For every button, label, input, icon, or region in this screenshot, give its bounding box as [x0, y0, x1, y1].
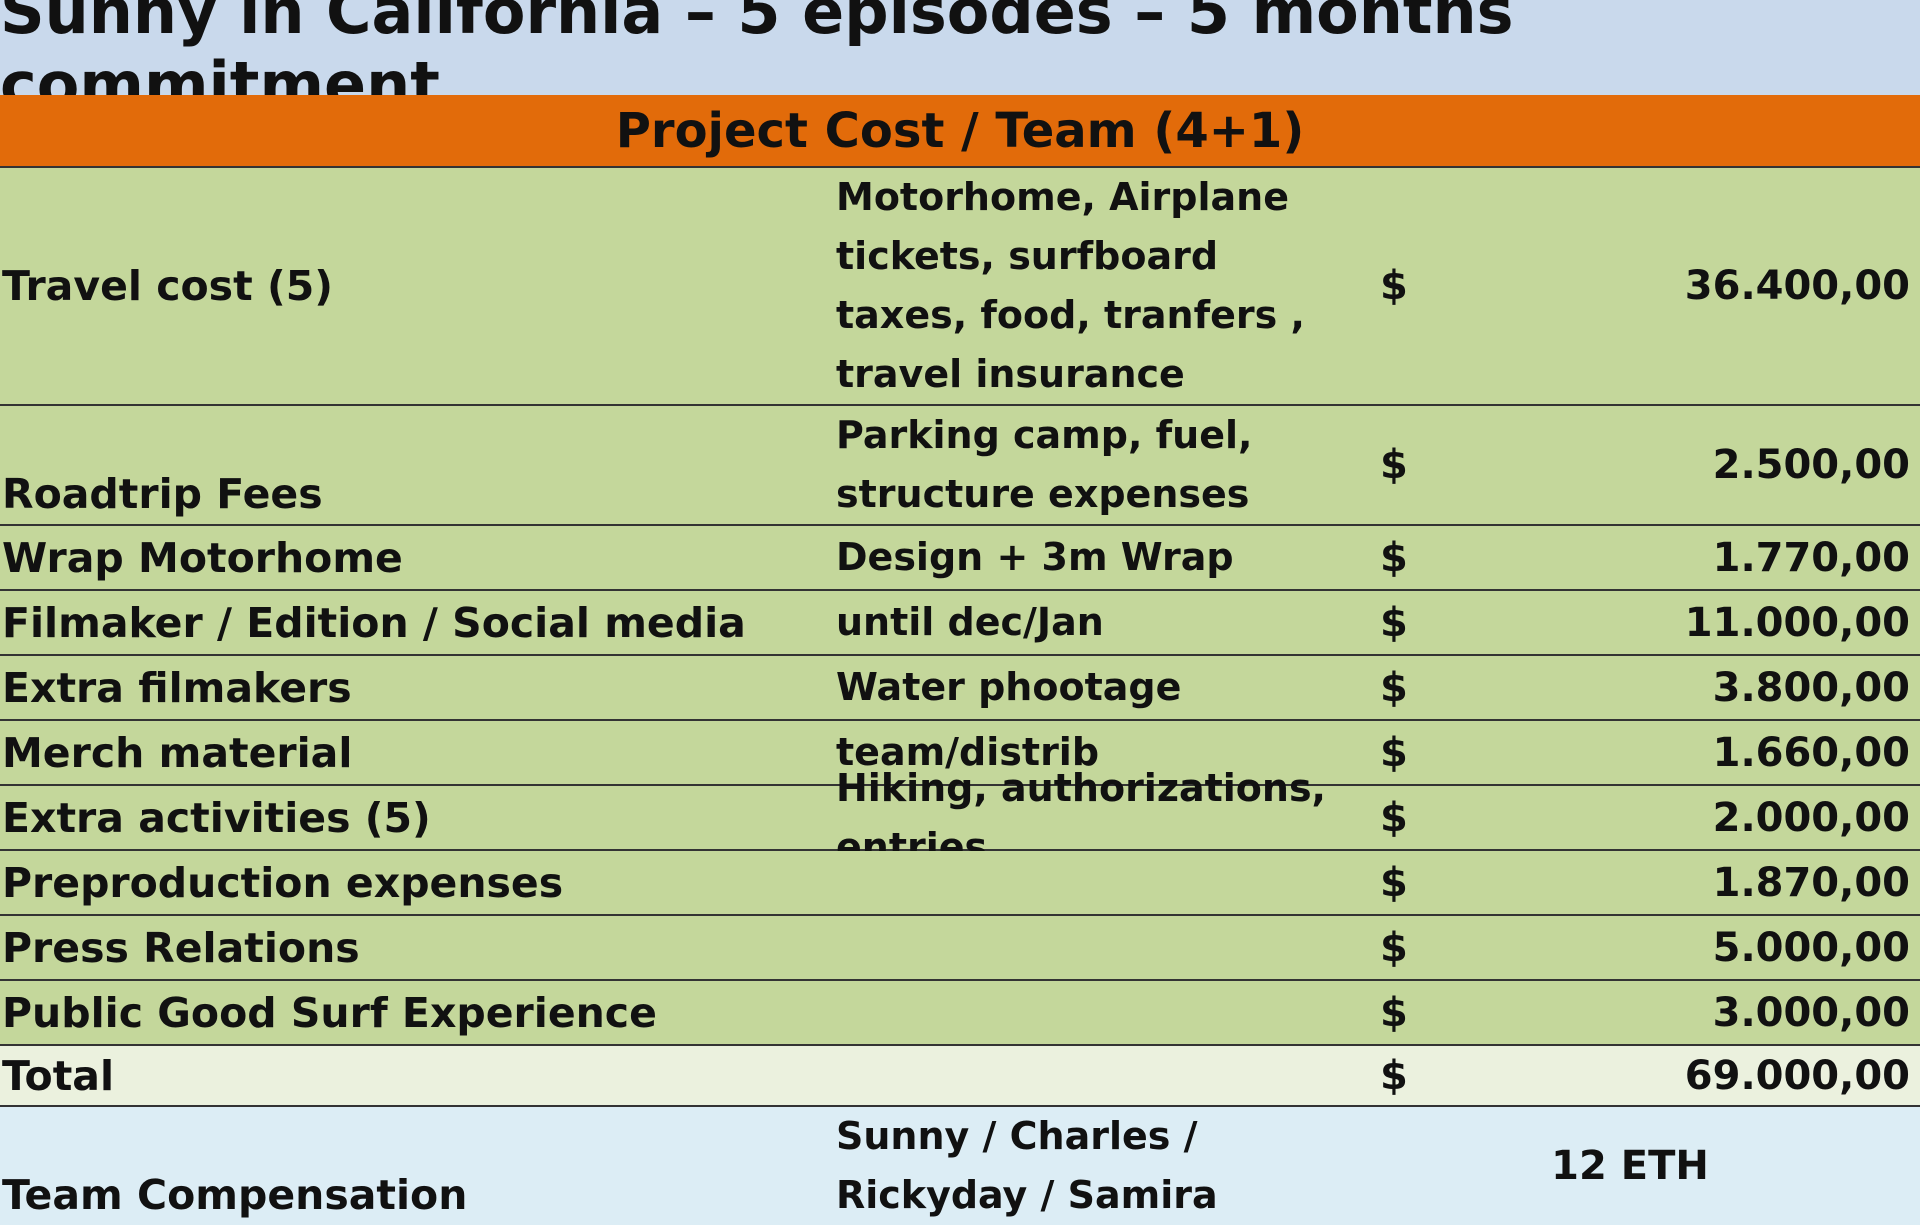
table-row: Extra activities (5) Hiking, authorizati…: [0, 765, 1920, 869]
row-amount: 3.000,00: [1712, 989, 1910, 1036]
row-description: [836, 851, 1356, 914]
currency-symbol: $: [1380, 534, 1408, 581]
currency-symbol: $: [1380, 599, 1408, 646]
row-amount: 36.400,00: [1684, 263, 1910, 309]
row-amount: 1.770,00: [1712, 534, 1910, 581]
table-row: Wrap Motorhome Design + 3m Wrap $ 1.770,…: [0, 526, 1920, 591]
table-row: Travel cost (5) Motorhome, Airplane tick…: [0, 168, 1920, 406]
row-amount: 1.870,00: [1712, 859, 1910, 906]
row-item: Roadtrip Fees: [2, 470, 323, 518]
compensation-row: Team Compensation Sunny / Charles / Rick…: [0, 1107, 1920, 1225]
currency-symbol: $: [1380, 729, 1408, 776]
table-row: Press Relations $ 5.000,00: [0, 916, 1920, 981]
total-label: Total: [2, 1051, 115, 1100]
total-amount: 69.000,00: [1684, 1052, 1910, 1099]
table-row: Merch material team/distrib $ 1.660,00: [0, 721, 1920, 786]
row-item: Filmaker / Edition / Social media: [2, 598, 746, 647]
row-amount: 1.660,00: [1712, 729, 1910, 776]
table-row: Public Good Surf Experience $ 3.000,00: [0, 981, 1920, 1046]
section-header: Project Cost / Team (4+1): [0, 95, 1920, 168]
currency-symbol: $: [1380, 859, 1408, 906]
currency-symbol: $: [1380, 263, 1408, 309]
row-item: Wrap Motorhome: [2, 533, 403, 582]
row-description: until dec/Jan: [836, 600, 1104, 644]
sheet-title: Sunny in California – 5 episodes – 5 mon…: [0, 0, 1920, 121]
row-amount: 3.800,00: [1712, 664, 1910, 711]
row-item: Public Good Surf Experience: [2, 988, 657, 1037]
total-row: Total $ 69.000,00: [0, 1046, 1920, 1107]
currency-symbol: $: [1380, 989, 1408, 1036]
table-row: Preproduction expenses $ 1.870,00: [0, 851, 1920, 916]
row-description: Hiking, authorizations, entries: [836, 765, 1326, 869]
row-description: Water phootage: [836, 665, 1182, 709]
row-description: [836, 981, 1356, 1044]
row-amount: 2.500,00: [1712, 442, 1910, 488]
row-amount: 2.000,00: [1712, 794, 1910, 841]
row-item: Extra filmakers: [2, 663, 352, 712]
row-description: team/distrib: [836, 730, 1100, 774]
row-description: Parking camp, fuel, structure expenses: [836, 413, 1253, 516]
row-item: Preproduction expenses: [2, 858, 564, 907]
row-item: Extra activities (5): [2, 793, 431, 842]
row-description: Motorhome, Airplane tickets, surfboard t…: [836, 175, 1305, 396]
row-amount: 11.000,00: [1684, 599, 1910, 646]
row-item: Travel cost (5): [2, 262, 333, 310]
row-amount: 5.000,00: [1712, 924, 1910, 971]
row-item: Merch material: [2, 728, 353, 777]
row-description: [836, 916, 1356, 979]
currency-symbol: $: [1380, 794, 1408, 841]
currency-symbol: $: [1380, 924, 1408, 971]
compensation-label: Team Compensation: [2, 1171, 468, 1219]
row-description: Design + 3m Wrap: [836, 535, 1234, 579]
table-row: Filmaker / Edition / Social media until …: [0, 591, 1920, 656]
currency-symbol: $: [1380, 442, 1408, 488]
table-row: Roadtrip Fees Parking camp, fuel, struct…: [0, 406, 1920, 526]
compensation-team: Sunny / Charles / Rickyday / Samira: [836, 1114, 1218, 1217]
row-item: Press Relations: [2, 923, 360, 972]
compensation-value: 12 ETH: [1551, 1143, 1709, 1189]
currency-symbol: $: [1380, 1052, 1408, 1099]
table-row: Extra filmakers Water phootage $ 3.800,0…: [0, 656, 1920, 721]
currency-symbol: $: [1380, 664, 1408, 711]
